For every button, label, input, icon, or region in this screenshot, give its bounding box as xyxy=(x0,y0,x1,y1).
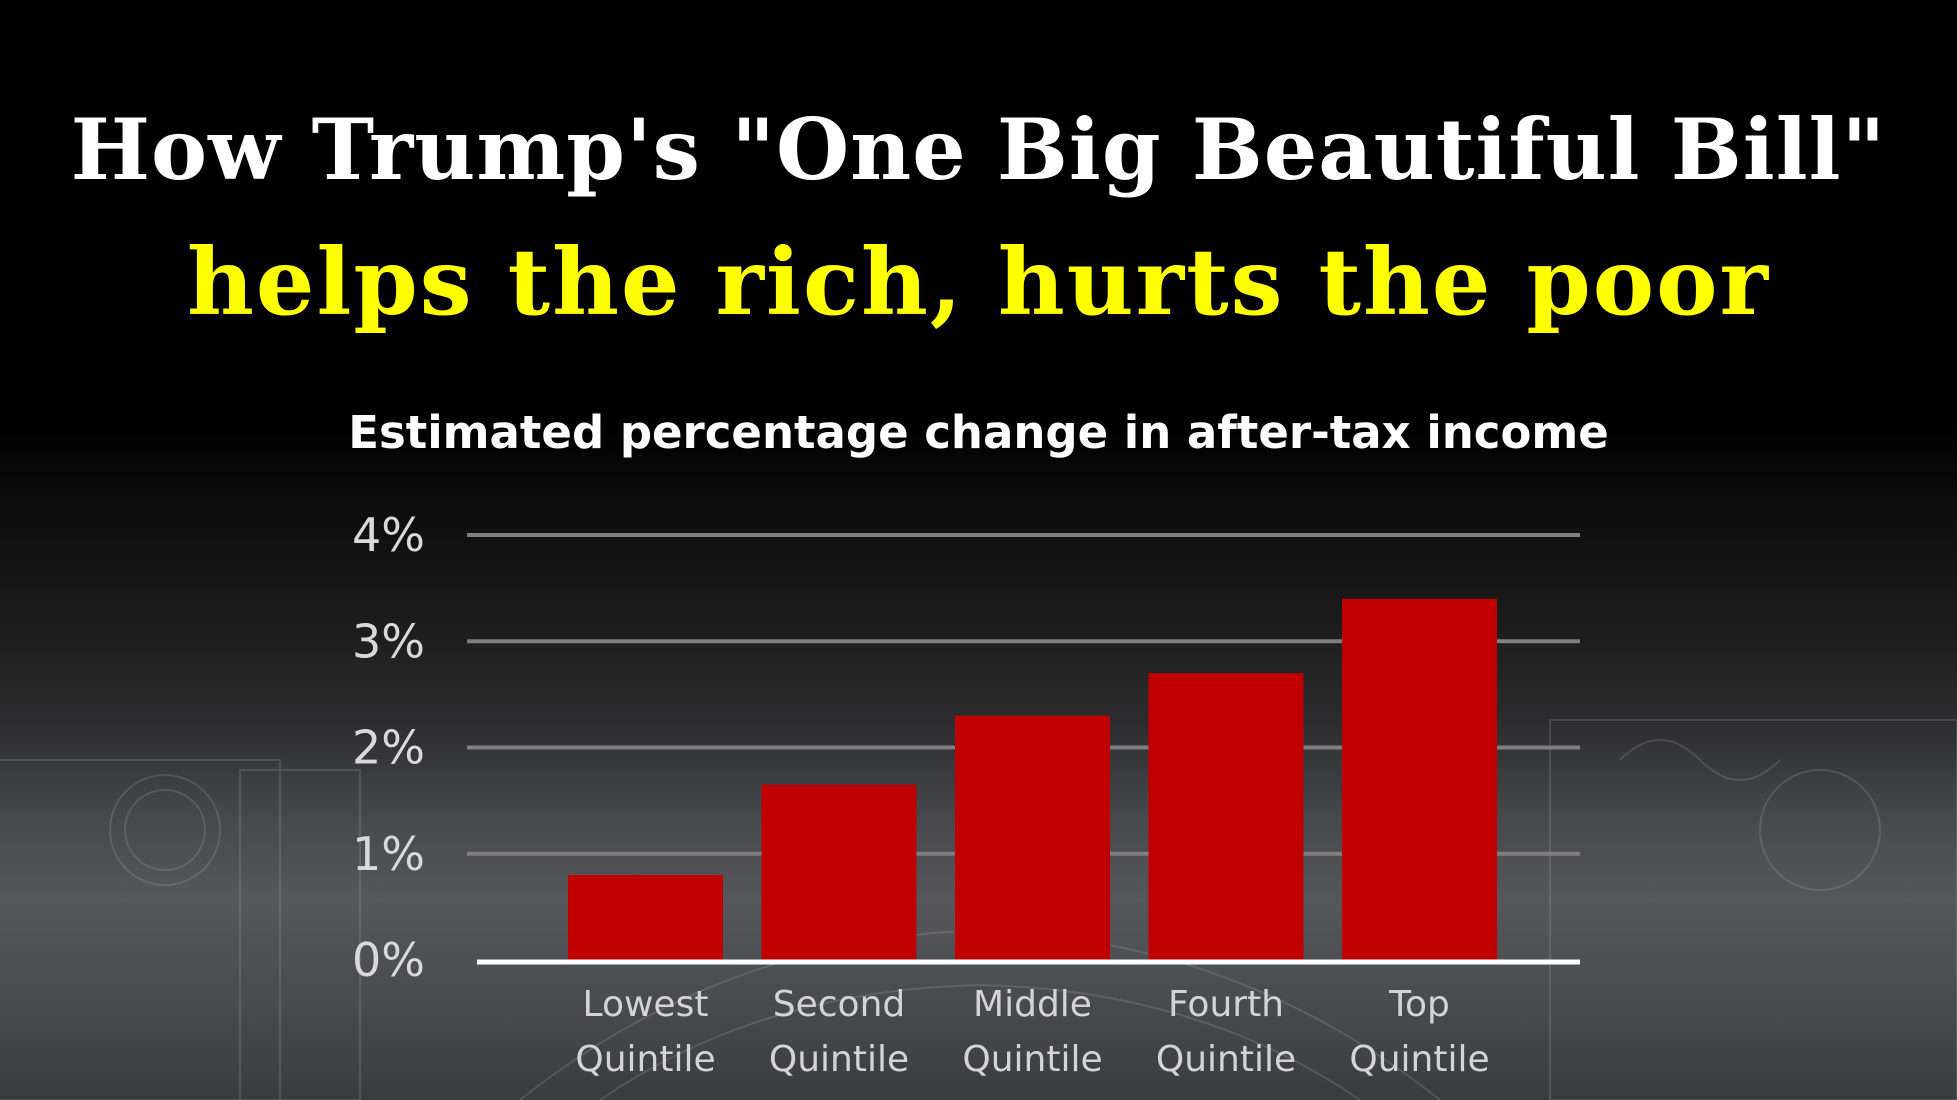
x-category-label: Top xyxy=(1388,984,1450,1025)
x-category-label: Second xyxy=(773,984,906,1025)
bar xyxy=(1342,598,1497,960)
y-tick-label: 2% xyxy=(352,721,425,775)
y-tick-label: 4% xyxy=(352,508,425,562)
bar xyxy=(568,875,723,960)
y-tick-label: 0% xyxy=(352,933,425,987)
chart-title: Estimated percentage change in after-tax… xyxy=(348,406,1609,459)
bars xyxy=(568,598,1497,960)
y-tick-label: 1% xyxy=(352,827,425,881)
bar xyxy=(1148,673,1304,960)
axis: 0% 1% 2% 3% 4% Lowest Quintile Second Quintile Mi… xyxy=(352,508,1580,1080)
x-category-label: Middle xyxy=(973,984,1092,1025)
x-category-label: Quintile xyxy=(769,1039,909,1080)
y-tick-label: 3% xyxy=(352,614,425,668)
x-category-label: Quintile xyxy=(1349,1039,1489,1080)
x-category-label: Quintile xyxy=(962,1039,1102,1080)
bar xyxy=(955,715,1110,960)
x-category-label: Fourth xyxy=(1168,984,1284,1025)
x-category-label: Quintile xyxy=(1156,1039,1296,1080)
headline-line-1: How Trump's "One Big Beautiful Bill" xyxy=(70,100,1887,199)
x-category-label: Lowest xyxy=(583,984,709,1025)
headline-line-2: helps the rich, hurts the poor xyxy=(187,228,1770,336)
bar xyxy=(761,784,917,960)
x-category-label: Quintile xyxy=(575,1039,715,1080)
